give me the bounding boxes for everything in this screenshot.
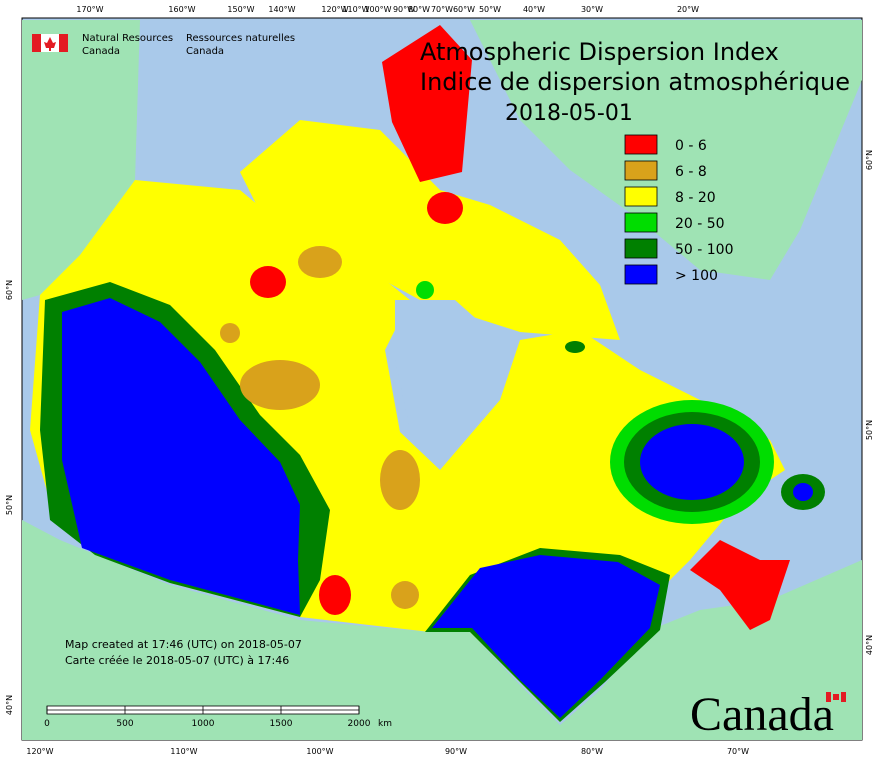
maple-leaf <box>44 37 56 51</box>
flag-right <box>59 34 68 52</box>
patch <box>250 266 286 298</box>
graticule-label: 60°N <box>865 150 874 170</box>
title-en: Atmospheric Dispersion Index <box>420 38 779 66</box>
graticule-label: 170°W <box>76 5 103 14</box>
legend-swatch <box>624 160 658 181</box>
credit: Carte créée le 2018-05-07 (UTC) à 17:46 <box>65 654 289 667</box>
graticule-label: 50°N <box>5 495 14 515</box>
usa <box>22 520 862 740</box>
maritimes <box>690 540 790 630</box>
graticule-label: 50°W <box>479 5 501 14</box>
patch <box>380 450 420 510</box>
graticule-label: 40°N <box>5 695 14 715</box>
scale-unit: km <box>378 719 392 729</box>
west-blue <box>62 298 300 615</box>
patch <box>427 192 463 224</box>
scale-label: 2000 <box>348 719 371 729</box>
greenland <box>470 20 862 280</box>
agency-en: Natural Resources <box>82 33 173 44</box>
wordmark-flag <box>841 692 846 702</box>
graticule-label: 120°W <box>26 747 53 756</box>
graticule-label: 110°W <box>342 5 369 14</box>
graticule-label: 90°W <box>393 5 415 14</box>
legend-swatch <box>624 264 658 285</box>
graticule-label: 90°W <box>445 747 467 756</box>
graticule-label: 60°N <box>5 280 14 300</box>
credit: Map created at 17:46 (UTC) on 2018-05-07 <box>65 638 302 651</box>
legend-swatch <box>624 238 658 259</box>
graticule-label: 40°W <box>523 5 545 14</box>
agency-en: Canada <box>82 46 120 57</box>
patch <box>416 281 434 299</box>
wordmark: Canada <box>690 688 834 741</box>
graticule-label: 30°W <box>581 5 603 14</box>
patch <box>565 341 585 353</box>
graticule-label: 60°W <box>453 5 475 14</box>
arctic-islands <box>240 120 620 340</box>
alaska <box>22 20 140 300</box>
scale-label: 1000 <box>192 719 215 729</box>
graticule-label: 70°W <box>431 5 453 14</box>
graticule-label: 80°W <box>408 5 430 14</box>
ontario-blue <box>432 555 660 718</box>
newfoundland-core <box>793 483 813 501</box>
graticule-label: 40°N <box>865 635 874 655</box>
graticule-label: 110°W <box>170 747 197 756</box>
title-fr: Indice de dispersion atmosphérique <box>420 68 850 96</box>
legend-swatch <box>624 134 658 155</box>
patch <box>319 575 351 615</box>
ellesmere <box>382 25 472 182</box>
graticule-label: 50°N <box>865 420 874 440</box>
graticule-label: 80°W <box>581 747 603 756</box>
graticule-label: 160°W <box>168 5 195 14</box>
patch <box>240 360 320 410</box>
scale-label: 0 <box>44 719 50 729</box>
graticule-label: 100°W <box>364 5 391 14</box>
scale-label: 500 <box>116 719 133 729</box>
graticule-label: 150°W <box>227 5 254 14</box>
wordmark-flag <box>826 692 831 702</box>
patch <box>220 323 240 343</box>
graticule-label: 100°W <box>306 747 333 756</box>
patch <box>298 246 342 278</box>
legend-swatch <box>624 212 658 233</box>
hudson-bay <box>395 300 500 440</box>
flag-left <box>32 34 41 52</box>
legend-label: 8 - 20 <box>675 190 716 206</box>
scale-label: 1500 <box>270 719 293 729</box>
graticule-label: 70°W <box>727 747 749 756</box>
legend-label: 20 - 50 <box>675 216 725 232</box>
graticule-label: 20°W <box>677 5 699 14</box>
title-date: 2018-05-01 <box>505 101 633 126</box>
quebec-blue <box>640 424 744 500</box>
agency-fr: Canada <box>186 46 224 57</box>
legend-label: 50 - 100 <box>675 242 734 258</box>
agency-fr: Ressources naturelles <box>186 33 295 44</box>
legend-label: 6 - 8 <box>675 164 707 180</box>
legend-swatch <box>624 186 658 207</box>
patch <box>391 581 419 609</box>
legend-label: > 100 <box>675 268 718 284</box>
wordmark-flag <box>833 694 839 700</box>
graticule-label: 120°W <box>321 5 348 14</box>
legend-label: 0 - 6 <box>675 138 707 154</box>
graticule-label: 140°W <box>268 5 295 14</box>
